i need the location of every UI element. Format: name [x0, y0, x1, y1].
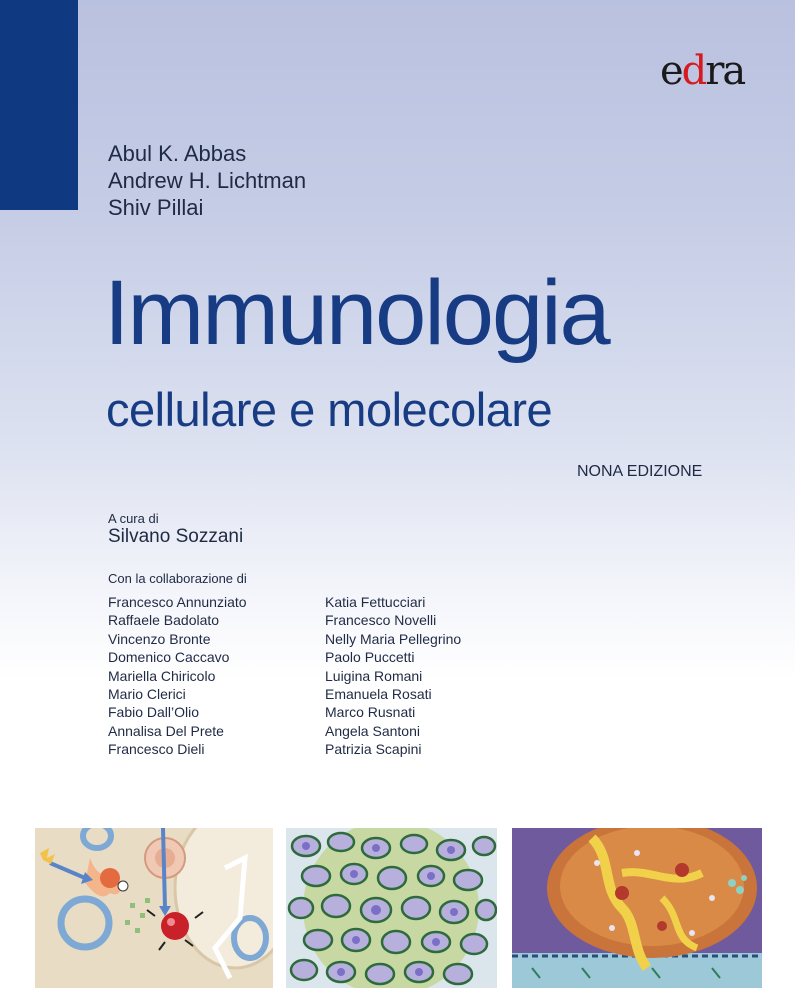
authors-list: Abul K. Abbas Andrew H. Lichtman Shiv Pi… — [108, 140, 306, 221]
collaborator: Annalisa Del Prete — [108, 722, 224, 739]
collaborator: Emanuela Rosati — [325, 686, 432, 703]
collaborator: Domenico Caccavo — [108, 649, 230, 666]
blue-corner-block — [0, 0, 78, 210]
collaborators-column-1: Francesco Annunziato Raffaele Badolato V… — [108, 593, 247, 759]
cell-organelle-illustration — [512, 828, 762, 988]
collaborator: Mario Clerici — [108, 686, 186, 703]
book-subtitle: cellulare e molecolare — [106, 383, 553, 436]
collaborator: Nelly Maria Pellegrino — [325, 630, 462, 647]
collaborator: Francesco Annunziato — [108, 594, 247, 610]
tissue-cells-illustration — [286, 828, 497, 988]
book-title: Immunologia — [104, 262, 611, 364]
collaborator: Patrizia Scapini — [325, 741, 422, 758]
cell-interaction-illustration — [35, 828, 273, 988]
collaborator: Marco Rusnati — [325, 704, 416, 721]
publisher-logo: edra — [660, 48, 746, 94]
collaborator: Raffaele Badolato — [108, 612, 220, 629]
collaborator: Mariella Chiricolo — [108, 667, 216, 684]
collaborator: Vincenzo Bronte — [108, 630, 211, 647]
collaborator: Francesco Dieli — [108, 741, 205, 758]
collaborator: Katia Fettucciari — [325, 594, 426, 610]
collaboration-label: Con la collaborazione di — [108, 571, 247, 586]
collaborators-column-2: Katia Fettucciari Francesco Novelli Nell… — [325, 593, 461, 759]
curator-label: A cura di — [108, 511, 159, 526]
collaborator: Angela Santoni — [325, 722, 420, 739]
collaborator: Luigina Romani — [325, 667, 423, 684]
curator-name: Silvano Sozzani — [108, 526, 244, 547]
collaborator: Francesco Novelli — [325, 612, 437, 629]
collaborator: Paolo Puccetti — [325, 649, 415, 666]
author: Shiv Pillai — [108, 195, 204, 220]
author: Andrew H. Lichtman — [108, 168, 307, 193]
author: Abul K. Abbas — [108, 141, 247, 166]
collaborator: Fabio Dall’Olio — [108, 704, 200, 721]
edition-label: NONA EDIZIONE — [577, 463, 703, 480]
